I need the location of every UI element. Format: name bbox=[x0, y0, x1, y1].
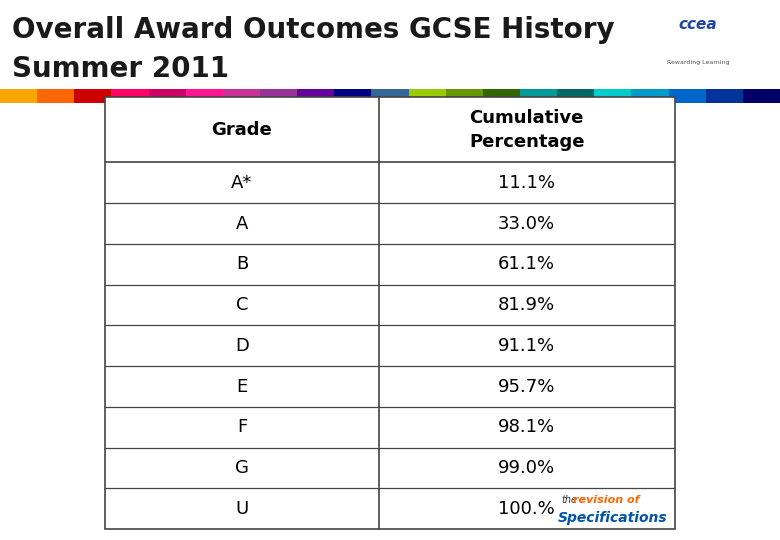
Text: revision of: revision of bbox=[573, 495, 640, 505]
Bar bbox=[371, 89, 409, 103]
Bar bbox=[668, 89, 706, 103]
Bar bbox=[186, 89, 223, 103]
Text: 61.1%: 61.1% bbox=[498, 255, 555, 273]
Bar bbox=[409, 89, 445, 103]
Text: 91.1%: 91.1% bbox=[498, 337, 555, 355]
Bar bbox=[148, 89, 186, 103]
Bar bbox=[260, 89, 297, 103]
Text: 95.7%: 95.7% bbox=[498, 377, 555, 396]
Bar bbox=[706, 89, 743, 103]
Bar bbox=[297, 89, 335, 103]
Bar bbox=[445, 89, 483, 103]
Text: D: D bbox=[235, 337, 249, 355]
Text: 11.1%: 11.1% bbox=[498, 174, 555, 192]
Circle shape bbox=[183, 0, 780, 107]
Text: U: U bbox=[236, 500, 249, 518]
Bar bbox=[594, 89, 632, 103]
Text: Specifications: Specifications bbox=[558, 511, 668, 525]
Text: C: C bbox=[236, 296, 248, 314]
Text: Cumulative
Percentage: Cumulative Percentage bbox=[469, 109, 584, 151]
Text: A: A bbox=[236, 214, 248, 233]
Text: the: the bbox=[562, 495, 578, 505]
Bar bbox=[112, 89, 148, 103]
Text: F: F bbox=[237, 418, 247, 436]
Text: 100.%: 100.% bbox=[498, 500, 555, 518]
Bar bbox=[483, 89, 520, 103]
Text: 98.1%: 98.1% bbox=[498, 418, 555, 436]
Text: Rewarding Learning: Rewarding Learning bbox=[667, 60, 729, 65]
Text: Grade: Grade bbox=[211, 121, 272, 139]
Bar bbox=[632, 89, 668, 103]
Text: 81.9%: 81.9% bbox=[498, 296, 555, 314]
Bar bbox=[520, 89, 557, 103]
Text: Overall Award Outcomes GCSE History: Overall Award Outcomes GCSE History bbox=[12, 16, 615, 44]
Text: 33.0%: 33.0% bbox=[498, 214, 555, 233]
Text: 99.0%: 99.0% bbox=[498, 459, 555, 477]
Text: B: B bbox=[236, 255, 248, 273]
Bar bbox=[743, 89, 780, 103]
Bar bbox=[74, 89, 112, 103]
Bar bbox=[335, 89, 371, 103]
Bar bbox=[0, 89, 37, 103]
Text: E: E bbox=[236, 377, 247, 396]
Text: G: G bbox=[235, 459, 249, 477]
Text: Summer 2011: Summer 2011 bbox=[12, 55, 229, 83]
Bar bbox=[223, 89, 260, 103]
Text: A*: A* bbox=[231, 174, 253, 192]
Bar bbox=[37, 89, 74, 103]
Text: ccea: ccea bbox=[679, 17, 718, 32]
Bar bbox=[557, 89, 594, 103]
